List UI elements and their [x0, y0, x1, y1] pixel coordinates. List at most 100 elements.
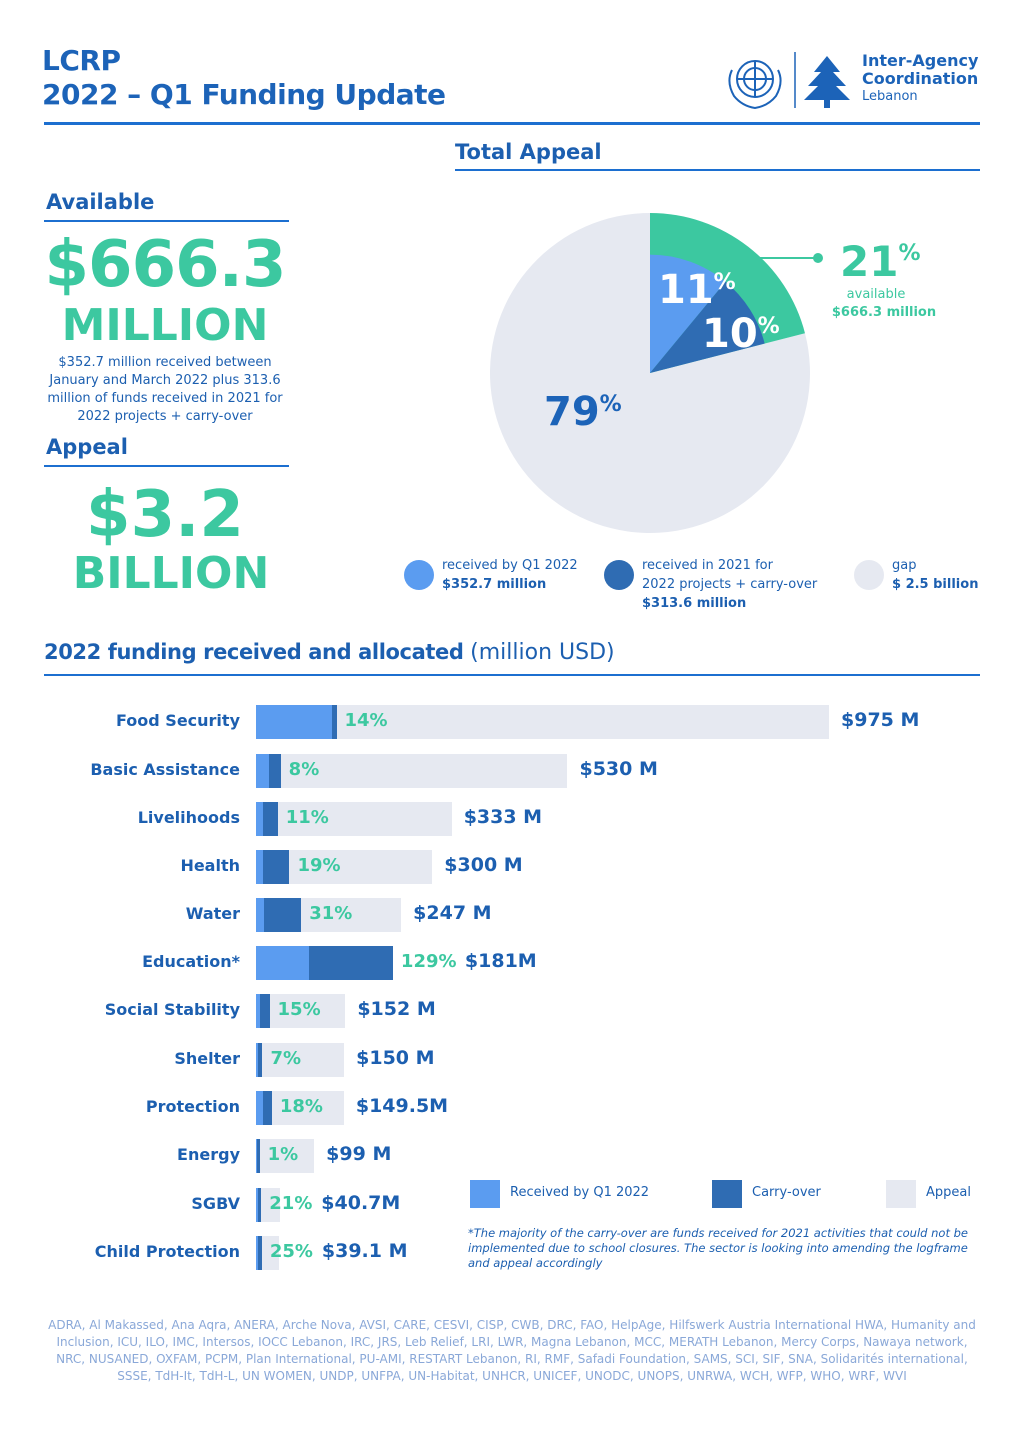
- bar-appeal: [256, 994, 346, 1028]
- bar-appeal: [256, 850, 433, 884]
- cedar-tree-icon: [804, 56, 850, 108]
- bar-percent-label: 19%: [297, 855, 341, 876]
- bar-received: [256, 754, 269, 788]
- available-amount: $666.3: [44, 228, 287, 302]
- callout-percent: 21%: [840, 237, 921, 286]
- bar-chart-subtitle: (million USD): [470, 640, 615, 665]
- bar-total-label: $247 M: [413, 902, 492, 924]
- logo-group: [722, 50, 982, 112]
- bar-percent-label: 11%: [285, 807, 329, 828]
- bar-percent-label: 31%: [309, 903, 353, 924]
- callout-dot: [813, 253, 823, 263]
- appeal-unit: BILLION: [72, 548, 270, 599]
- bar-appeal: [256, 1139, 315, 1173]
- bar-appeal: [256, 898, 402, 932]
- bar-legend: Received by Q1 2022 Carry-over Appeal: [470, 1178, 980, 1210]
- bar-category-label: Child Protection: [94, 1242, 240, 1261]
- bar-received: [256, 994, 260, 1028]
- bar-appeal: [256, 1091, 344, 1125]
- bar-percent-label: 21%: [269, 1193, 313, 1214]
- legend-swatch: [854, 560, 884, 590]
- available-unit: MILLION: [61, 300, 269, 351]
- bar-appeal: [256, 705, 829, 739]
- bar-carryover: [257, 1236, 262, 1270]
- bar-legend-label: Received by Q1 2022: [510, 1185, 650, 1200]
- callout-text: available: [847, 287, 906, 302]
- bar-received: [256, 802, 264, 836]
- bar-total-label: $150 M: [356, 1047, 435, 1069]
- bar-carryover: [263, 1091, 272, 1125]
- bar-chart-title: 2022 funding received and allocated: [44, 640, 464, 664]
- bar-total-label: $300 M: [444, 854, 523, 876]
- bar-chart-heading: 2022 funding received and allocated (mil…: [44, 640, 615, 665]
- bar-percent-label: 129%: [400, 951, 457, 972]
- bar-carryover: [256, 1139, 260, 1173]
- org-name-line-1: Inter-Agency: [862, 51, 979, 70]
- logos: [728, 52, 850, 110]
- bar-received: [256, 898, 265, 932]
- bar-appeal: [256, 802, 452, 836]
- bar-category-label: Livelihoods: [137, 808, 240, 827]
- bar-total-label: $530 M: [579, 758, 658, 780]
- callout-amount: $666.3 million: [832, 305, 936, 320]
- bar-total-label: $149.5M: [355, 1095, 449, 1117]
- bar-percent-label: 8%: [288, 759, 320, 780]
- appeal-rule: [44, 465, 289, 467]
- org-name-line-2: Coordination: [862, 69, 979, 88]
- available-description: $352.7 million received between January …: [47, 355, 283, 424]
- bar-percent-label: 7%: [270, 1048, 302, 1069]
- pie-slice-carryover: [650, 281, 765, 373]
- bar-carryover: [259, 994, 270, 1028]
- bar-received: [256, 1188, 258, 1222]
- available-heading: Available: [46, 190, 155, 214]
- legend-swatch: [404, 560, 434, 590]
- pie-label-carryover: 10%: [702, 311, 780, 357]
- bar-received: [256, 1139, 257, 1173]
- bar-received: [256, 705, 333, 739]
- bar-total-label: $99 M: [326, 1143, 392, 1165]
- bar-percent-label: 15%: [277, 999, 321, 1020]
- bar-legend-swatch: [886, 1180, 916, 1208]
- bar-received: [256, 946, 310, 980]
- bar-total-label: $40.7M: [321, 1192, 401, 1214]
- bar-total-label: $152 M: [357, 998, 436, 1020]
- bar-total-label: $333 M: [463, 806, 543, 828]
- bar-percent-label: 14%: [344, 710, 388, 731]
- bar-carryover: [257, 1188, 262, 1222]
- legend-text: received in 2021 for 2022 projects + carr…: [642, 558, 818, 611]
- appeal-amount: $3.2: [86, 478, 244, 552]
- bar-legend-swatch: [712, 1180, 742, 1208]
- pie-label-gap: 79%: [544, 389, 622, 435]
- bar-category-label: Energy: [177, 1145, 240, 1164]
- bar-received: [256, 1043, 258, 1077]
- bar-received: [256, 1091, 264, 1125]
- bar-category-label: Social Stability: [104, 1000, 240, 1019]
- partner-list: ADRA, Al Makassed, Ana Aqra, ANERA, Arch…: [48, 1318, 976, 1383]
- org-country: Lebanon: [862, 89, 918, 104]
- bar-received: [256, 1236, 258, 1270]
- bar-total-label: $975 M: [841, 709, 920, 731]
- bar-percent-label: 25%: [269, 1241, 313, 1262]
- bar-category-label: Basic Assistance: [90, 760, 240, 779]
- pie-slice-received: [650, 254, 726, 373]
- bar-total-label: $181M: [464, 950, 537, 972]
- legend-text: gap $ 2.5 billion: [892, 558, 979, 592]
- bar-carryover: [257, 1043, 263, 1077]
- pie-title: Total Appeal: [455, 140, 602, 164]
- bar-carryover: [332, 705, 337, 739]
- pie-label-received: 11%: [658, 267, 736, 313]
- org-name: Inter-Agency Coordination Lebanon: [862, 52, 978, 106]
- pie-chart: 11%10% 79% 21%available $666.3 million: [490, 213, 936, 533]
- pie-legend: received by Q1 2022 $352.7 million receive…: [400, 556, 990, 616]
- bar-carryover: [268, 754, 281, 788]
- bar-appeal: [256, 946, 363, 980]
- bar-category-label: Food Security: [116, 711, 240, 730]
- bar-carryover: [264, 898, 302, 932]
- bar-category-label: Education*: [142, 952, 240, 971]
- legend-text: received by Q1 2022 $352.7 million: [442, 558, 578, 592]
- bar-legend-label: Carry-over: [752, 1185, 821, 1200]
- footnote: *The majority of the carry-over are fund…: [468, 1226, 968, 1270]
- title-line-1: LCRP: [42, 44, 121, 77]
- bar-legend-swatch: [470, 1180, 500, 1208]
- bar-category-label: SGBV: [191, 1194, 240, 1213]
